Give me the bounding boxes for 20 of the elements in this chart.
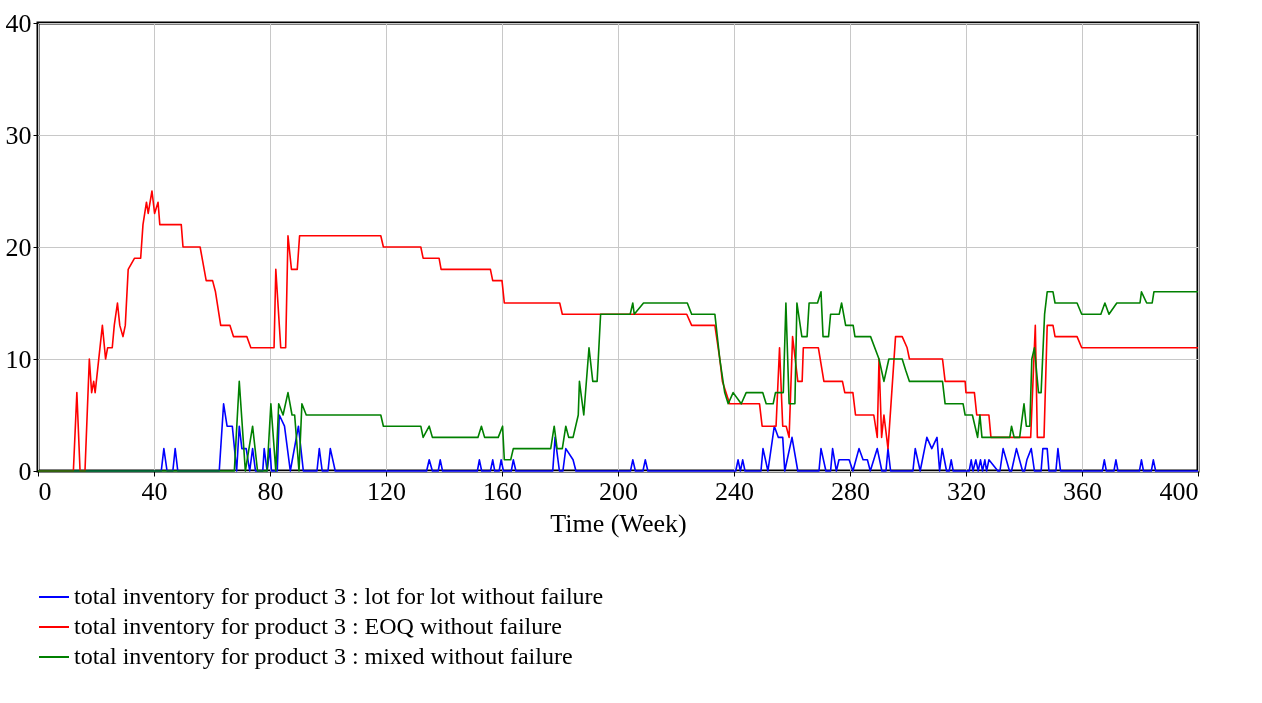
- legend-label: total inventory for product 3 : EOQ without failure: [74, 613, 562, 639]
- legend-label: total inventory for product 3 : mixed without failure: [74, 643, 573, 669]
- y-tick-label: 30: [5, 120, 32, 150]
- legend-label: total inventory for product 3 : lot for lot without failure: [74, 583, 604, 609]
- x-tick-label: 400: [1159, 476, 1199, 506]
- y-tick-label: 0: [18, 456, 32, 486]
- x-tick-label: 80: [257, 476, 284, 506]
- y-tick-label: 10: [5, 344, 32, 374]
- y-tick-label: 40: [5, 8, 32, 38]
- x-tick-label: 120: [367, 476, 406, 506]
- x-tick-label: 240: [715, 476, 754, 506]
- x-axis-title: Time (Week): [550, 508, 687, 538]
- x-tick-label: 40: [141, 476, 168, 506]
- y-tick-label: 20: [5, 232, 32, 262]
- x-tick-label: 280: [831, 476, 870, 506]
- x-tick-label: 0: [38, 476, 52, 506]
- x-tick-label: 320: [947, 476, 986, 506]
- x-tick-label: 160: [483, 476, 522, 506]
- x-tick-label: 200: [599, 476, 638, 506]
- x-tick-label: 360: [1063, 476, 1102, 506]
